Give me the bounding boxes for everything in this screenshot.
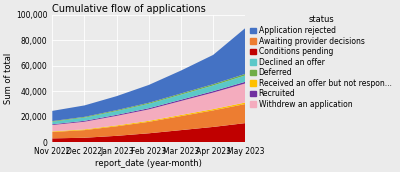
- X-axis label: report_date (year-month): report_date (year-month): [95, 159, 202, 168]
- Legend: Application rejected, Awaiting provider decisions, Conditions pending, Declined : Application rejected, Awaiting provider …: [247, 12, 395, 112]
- Y-axis label: Sum of total: Sum of total: [4, 53, 13, 104]
- Text: Cumulative flow of applications: Cumulative flow of applications: [52, 4, 206, 14]
